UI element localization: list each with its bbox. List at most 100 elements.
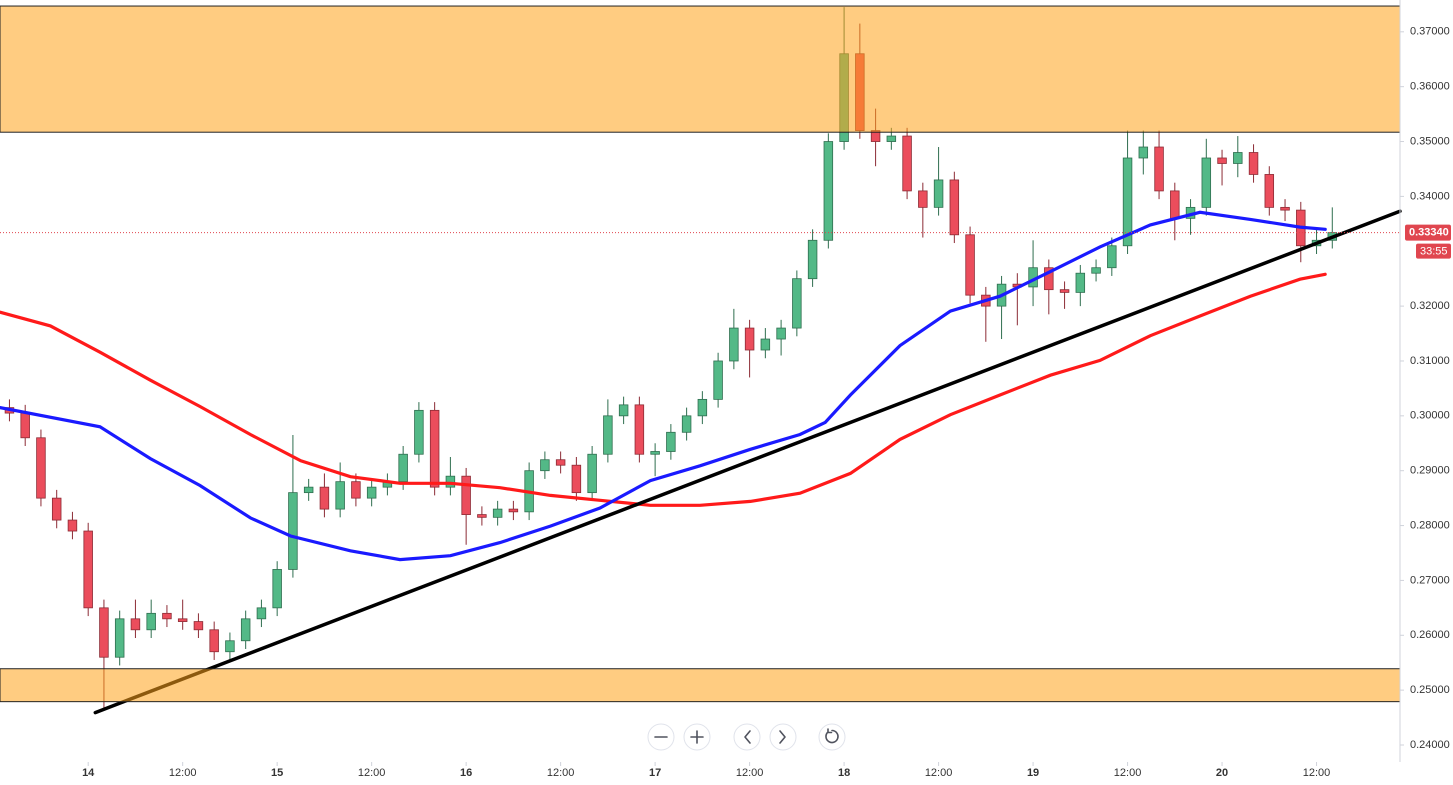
x-tick-label: 20	[1216, 767, 1228, 779]
x-tick-label: 12:00	[547, 767, 575, 779]
candle-body	[823, 141, 834, 241]
zoom-in-button[interactable]	[683, 723, 711, 751]
candle-body	[1075, 272, 1086, 293]
candle-body	[744, 327, 755, 351]
candle-body	[445, 475, 456, 488]
candle-body	[429, 409, 440, 488]
y-tick-label: 0.32000	[1410, 300, 1450, 312]
y-tick-label: 0.25000	[1410, 684, 1450, 696]
x-tick-label: 16	[460, 767, 472, 779]
candle-body	[634, 404, 645, 455]
candle-body	[51, 497, 62, 521]
candle-body	[240, 618, 251, 642]
candle-body	[146, 612, 156, 631]
y-tick-label: 0.35000	[1410, 135, 1450, 147]
candle-body	[508, 508, 519, 513]
zoom-out-button[interactable]	[647, 723, 675, 751]
candle-body	[1248, 152, 1259, 175]
last-price-label: 0.33340	[1409, 227, 1449, 239]
candle-body	[540, 459, 550, 472]
x-tick-label: 17	[649, 767, 661, 779]
candle-body	[477, 514, 487, 518]
candle-body	[1044, 267, 1054, 291]
y-tick-label: 0.26000	[1410, 629, 1450, 641]
candle-body	[162, 612, 172, 620]
candle-body	[319, 486, 330, 510]
candle-body	[1154, 146, 1164, 192]
candle-body	[414, 409, 424, 455]
candle-body	[1217, 157, 1227, 164]
candle-body	[398, 453, 408, 483]
x-tick-label: 18	[838, 767, 850, 779]
reset-button[interactable]	[818, 723, 846, 751]
candle-body	[1122, 157, 1133, 247]
candle-body	[67, 519, 78, 532]
candle-body	[99, 607, 109, 658]
candle-body	[729, 327, 739, 362]
scroll-right-button[interactable]	[769, 723, 797, 751]
candle-body	[1059, 289, 1070, 293]
candle-body	[209, 629, 219, 653]
x-tick-label: 12:00	[925, 767, 953, 779]
candle-body	[351, 481, 361, 499]
candle-body	[1264, 174, 1275, 208]
supply-demand-zone	[0, 668, 1401, 703]
candle-body	[902, 135, 912, 192]
candle-body	[366, 486, 377, 499]
y-tick-label: 0.36000	[1410, 81, 1450, 93]
y-tick-label: 0.28000	[1410, 519, 1450, 531]
y-tick-label: 0.30000	[1410, 410, 1450, 422]
x-tick-label: 19	[1027, 767, 1039, 779]
y-tick-label: 0.24000	[1410, 739, 1450, 751]
candle-body	[177, 618, 188, 622]
candle-body	[1233, 152, 1243, 164]
candle-body	[1280, 206, 1290, 211]
candle-body	[760, 338, 771, 351]
countdown-label: 33:55	[1420, 246, 1448, 258]
x-tick-label: 12:00	[736, 767, 764, 779]
candle-body	[807, 239, 818, 280]
candle-body	[20, 412, 30, 439]
candle-body	[618, 404, 629, 417]
candle-body	[335, 481, 345, 510]
scroll-left-button[interactable]	[733, 723, 761, 751]
x-tick-label: 12:00	[1114, 767, 1142, 779]
candle-body	[713, 360, 723, 400]
candle-body	[776, 327, 786, 340]
candle-body	[225, 640, 235, 653]
x-tick-label: 12:00	[169, 767, 197, 779]
x-tick-label: 12:00	[358, 767, 386, 779]
candle-body	[918, 190, 928, 208]
candle-body	[288, 492, 298, 570]
trend-line	[93, 209, 1402, 715]
candle-body	[303, 486, 314, 494]
candle-body	[965, 234, 975, 296]
y-tick-label: 0.37000	[1410, 26, 1450, 38]
last-price-box	[1405, 224, 1451, 241]
candle-body	[555, 459, 566, 466]
candle-body	[1091, 267, 1101, 274]
moving-average-line	[0, 272, 1327, 507]
candle-body	[697, 398, 708, 417]
candle-body	[1138, 146, 1149, 159]
candle-body	[83, 530, 93, 609]
candle-body	[1107, 245, 1117, 269]
candle-body	[949, 179, 960, 236]
y-tick-label: 0.27000	[1410, 574, 1450, 586]
candle-body	[193, 621, 204, 631]
x-tick-label: 14	[82, 767, 95, 779]
candle-body	[256, 607, 267, 620]
moving-average-line	[0, 210, 1327, 562]
y-tick-label: 0.31000	[1410, 355, 1450, 367]
candle-body	[650, 451, 660, 455]
supply-demand-zone	[0, 5, 1401, 133]
candle-body	[130, 618, 141, 631]
candle-body	[587, 453, 597, 494]
x-tick-label: 12:00	[1303, 767, 1331, 779]
plot-area	[0, 5, 1402, 715]
candle-body	[933, 179, 944, 208]
candle-body	[681, 415, 692, 433]
countdown-box	[1416, 243, 1451, 259]
candle-body	[461, 475, 471, 515]
